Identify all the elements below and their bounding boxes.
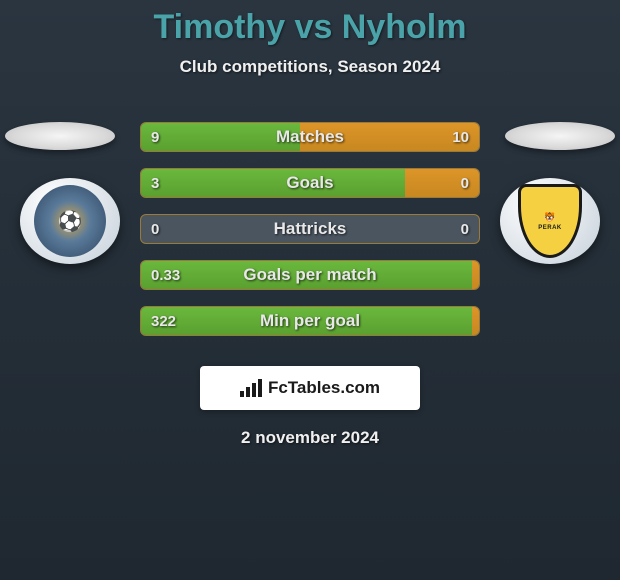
stat-row: 322Min per goal <box>140 306 480 336</box>
stat-value-right: 0 <box>461 175 469 192</box>
crest-right-emblem: 🐯 PERAK <box>518 184 582 258</box>
stat-label: Goals per match <box>141 265 479 285</box>
date-text: 2 november 2024 <box>0 428 620 448</box>
crest-right-text: PERAK <box>538 225 562 231</box>
player-right-platform <box>505 122 615 150</box>
club-crest-left: ⚽ <box>20 178 120 264</box>
crest-right-icon: 🐯 <box>544 212 555 223</box>
stat-row: 0.33Goals per match <box>140 260 480 290</box>
page-title: Timothy vs Nyholm <box>0 0 620 47</box>
stats-panel: 9Matches103Goals00Hattricks00.33Goals pe… <box>140 122 480 352</box>
stat-label: Min per goal <box>141 311 479 331</box>
stat-row: 9Matches10 <box>140 122 480 152</box>
crest-left-emblem: ⚽ <box>34 185 106 257</box>
stat-label: Goals <box>141 173 479 193</box>
brand-chart-icon <box>240 379 262 397</box>
stat-row: 0Hattricks0 <box>140 214 480 244</box>
brand-text: FcTables.com <box>268 378 380 398</box>
stat-value-right: 10 <box>452 129 469 146</box>
club-crest-right: 🐯 PERAK <box>500 178 600 264</box>
stat-value-right: 0 <box>461 221 469 238</box>
comparison-card: Timothy vs Nyholm Club competitions, Sea… <box>0 0 620 580</box>
stat-label: Hattricks <box>141 219 479 239</box>
stat-label: Matches <box>141 127 479 147</box>
brand-badge: FcTables.com <box>200 366 420 410</box>
subtitle: Club competitions, Season 2024 <box>0 57 620 77</box>
stat-row: 3Goals0 <box>140 168 480 198</box>
player-left-platform <box>5 122 115 150</box>
